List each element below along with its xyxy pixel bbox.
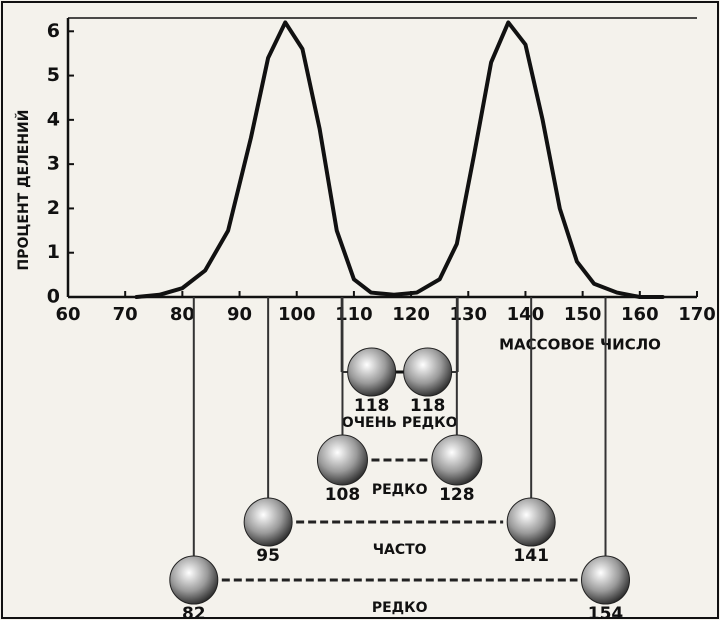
x-tick-label: 80 — [170, 304, 195, 325]
x-tick-label: 90 — [227, 304, 252, 325]
x-tick-label: 70 — [113, 304, 138, 325]
mass-label: 108 — [325, 485, 361, 505]
y-axis-label: ПРОЦЕНТ ДЕЛЕНИЙ — [15, 110, 32, 271]
x-tick-label: 170 — [678, 304, 716, 325]
mass-label: 128 — [439, 485, 475, 505]
mass-label: 154 — [588, 604, 624, 620]
frequency-label: РЕДКО — [372, 482, 428, 498]
x-tick-label: 110 — [335, 304, 373, 325]
fragment-sphere — [581, 555, 631, 605]
fragment-sphere — [347, 347, 397, 397]
y-tick-label: 5 — [47, 64, 60, 86]
x-tick-label: 140 — [507, 304, 545, 325]
fragment-sphere — [431, 434, 483, 486]
mass-label: 95 — [256, 546, 280, 566]
mass-label: 118 — [354, 396, 390, 416]
mass-label: 82 — [182, 604, 206, 620]
mass-label: 141 — [513, 546, 549, 566]
x-tick-label: 120 — [392, 304, 430, 325]
x-tick-label: 130 — [449, 304, 487, 325]
mass-label: 118 — [410, 396, 446, 416]
y-tick-label: 2 — [47, 197, 60, 219]
y-tick-label: 0 — [47, 286, 60, 308]
x-tick-label: 160 — [621, 304, 659, 325]
x-axis-label: МАССОВОЕ ЧИСЛО — [499, 336, 661, 354]
y-tick-label: 1 — [47, 241, 60, 263]
y-tick-label: 6 — [47, 20, 60, 42]
fragment-sphere — [316, 434, 368, 486]
y-tick-label: 3 — [47, 153, 60, 175]
fragment-sphere — [506, 497, 556, 547]
x-tick-label: 150 — [564, 304, 602, 325]
y-tick-label: 4 — [47, 108, 60, 130]
frequency-label: РЕДКО — [372, 600, 428, 616]
fragment-sphere — [403, 347, 453, 397]
x-tick-label: 100 — [278, 304, 316, 325]
fragment-sphere — [243, 497, 293, 547]
fragment-sphere — [169, 555, 219, 605]
x-tick-label: 60 — [55, 304, 80, 325]
line-series — [134, 20, 665, 299]
frequency-label: ЧАСТО — [373, 542, 427, 558]
frequency-label: ОЧЕНЬ РЕДКО — [342, 415, 458, 431]
